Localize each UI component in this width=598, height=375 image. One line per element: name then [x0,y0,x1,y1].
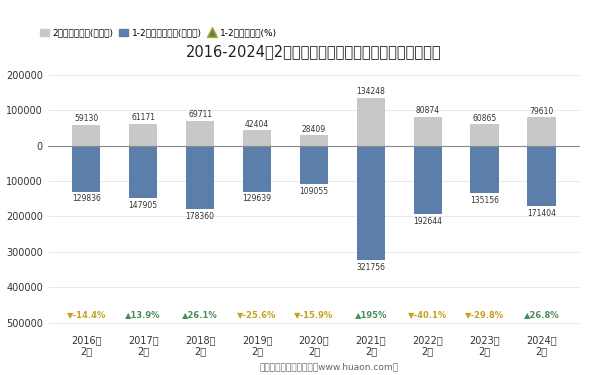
Text: 147905: 147905 [129,201,158,210]
Bar [129,146,157,198]
Text: ▲13.9%: ▲13.9% [126,309,161,318]
Text: 60865: 60865 [472,114,497,123]
Text: ▲26.1%: ▲26.1% [182,309,218,318]
Bar [471,124,499,146]
Text: ▼-15.9%: ▼-15.9% [294,309,334,318]
Bar [527,146,556,206]
Title: 2016-2024年2月山西省外商投资企业进出口总额统计图: 2016-2024年2月山西省外商投资企业进出口总额统计图 [186,44,442,59]
Text: ▲26.8%: ▲26.8% [524,309,560,318]
Text: 129836: 129836 [72,194,100,203]
Text: 109055: 109055 [300,187,328,196]
Text: 59130: 59130 [74,114,99,123]
Bar [186,121,214,146]
Text: ▼-40.1%: ▼-40.1% [408,309,447,318]
Text: 61171: 61171 [131,113,155,122]
Text: 135156: 135156 [470,196,499,206]
Text: 28409: 28409 [302,125,326,134]
Bar [356,146,385,260]
Bar [300,135,328,146]
Text: ▲195%: ▲195% [355,309,387,318]
Bar [471,146,499,194]
Bar [129,124,157,146]
Bar [243,146,271,192]
Bar [300,146,328,184]
Bar [72,146,100,192]
Text: 192644: 192644 [413,217,443,226]
Text: ▼-14.4%: ▼-14.4% [66,309,106,318]
Bar [414,117,442,146]
Bar [72,124,100,146]
Bar [243,130,271,146]
Text: 42404: 42404 [245,120,269,129]
Text: 80874: 80874 [416,106,440,116]
Bar [414,146,442,214]
Bar [527,117,556,146]
Text: ▼-29.8%: ▼-29.8% [465,309,504,318]
Text: 321756: 321756 [356,262,385,272]
Bar [356,98,385,146]
Bar [186,146,214,209]
Text: ▼-25.6%: ▼-25.6% [237,309,277,318]
Text: 134248: 134248 [356,87,385,96]
Text: 69711: 69711 [188,110,212,119]
Text: 制图：华经产业研究院（www.huaon.com）: 制图：华经产业研究院（www.huaon.com） [260,362,398,371]
Text: 129639: 129639 [243,194,271,203]
Text: 171404: 171404 [527,209,556,218]
Legend: 2月进出口总额(万美元), 1-2月进出口总额(万美元), 1-2月同比增速(%): 2月进出口总额(万美元), 1-2月进出口总额(万美元), 1-2月同比增速(%… [36,25,280,41]
Text: 178360: 178360 [185,211,215,220]
Text: 79610: 79610 [529,107,554,116]
